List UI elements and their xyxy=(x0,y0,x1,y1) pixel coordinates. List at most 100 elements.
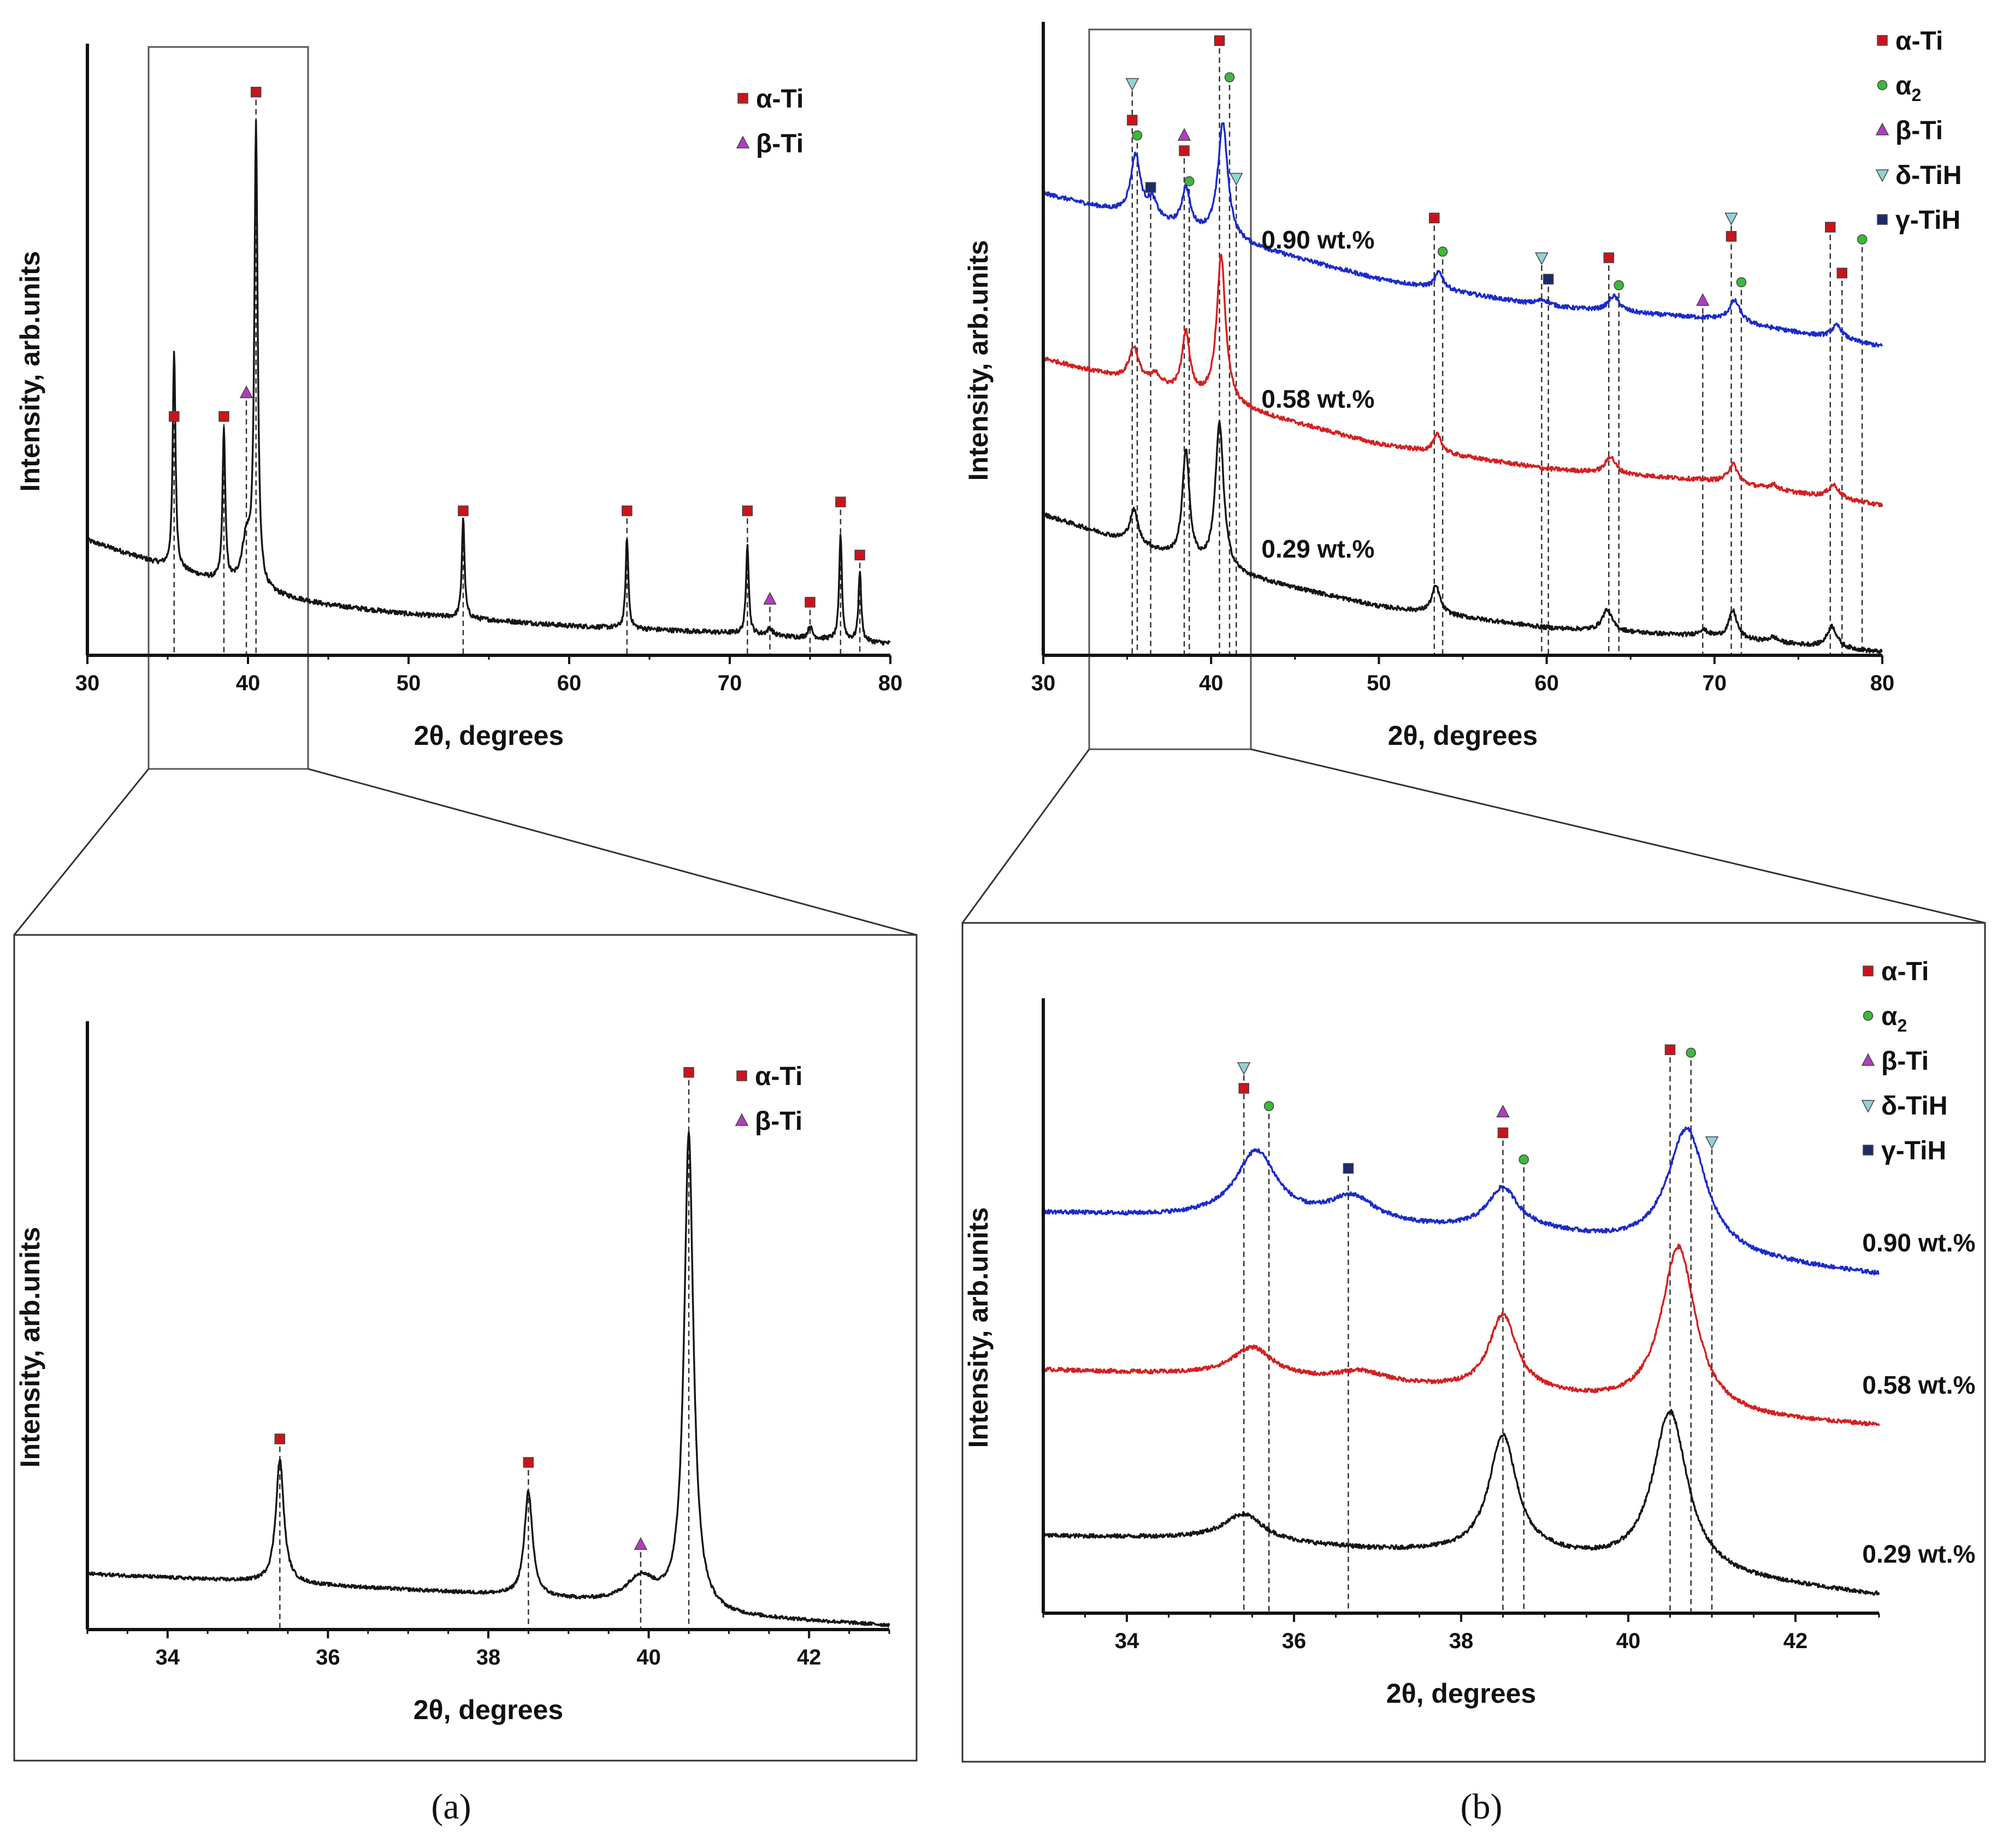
marker-beta-ti xyxy=(763,591,777,605)
series-line-1 xyxy=(1042,1126,1880,1276)
legend: α-Ti β-Ti xyxy=(736,85,803,158)
x-tick-label: 34 xyxy=(156,1645,180,1669)
x-tick-label: 40 xyxy=(1616,1629,1641,1653)
legend-label: β-Ti xyxy=(1895,116,1943,145)
legend-marker xyxy=(736,1070,747,1081)
marker-alpha-ti xyxy=(742,505,753,517)
legend: α-Ti α2 β-Ti δ-TiH γ-TiH xyxy=(1875,27,1962,235)
series-label: 0.90 wt.% xyxy=(1261,226,1374,254)
marker-beta-ti xyxy=(1177,128,1191,141)
legend-label: β-Ti xyxy=(756,129,803,158)
marker-delta-tih xyxy=(1535,252,1549,265)
legend-label: γ-TiH xyxy=(1895,206,1960,235)
marker-alpha2 xyxy=(1736,277,1747,288)
marker-alpha-ti xyxy=(835,496,846,507)
legend-marker xyxy=(1863,1145,1874,1156)
marker-alpha-ti xyxy=(250,86,262,98)
y-axis-title: Intensity, arb.units xyxy=(963,240,994,481)
x-tick-label: 80 xyxy=(878,671,903,695)
x-tick-label: 80 xyxy=(1870,671,1895,695)
marker-alpha-ti xyxy=(458,505,469,517)
x-tick-label: 40 xyxy=(1199,671,1224,695)
legend-label: δ-TiH xyxy=(1895,161,1962,190)
marker-alpha-ti xyxy=(1603,252,1615,263)
legend-marker xyxy=(1877,80,1888,91)
chart-a-main: 30 40 50 60 70 80 2θ, degrees Intensity, arb.un… xyxy=(15,44,902,751)
zoom-connector-b-left xyxy=(961,749,1090,923)
x-tick-label: 38 xyxy=(476,1645,501,1669)
marker-alpha-ti xyxy=(1214,35,1225,46)
marker-beta-ti xyxy=(634,1537,648,1550)
x-axis-title: 2θ, degrees xyxy=(1386,1678,1536,1709)
marker-alpha2 xyxy=(1184,176,1195,187)
marker-alpha-ti xyxy=(1497,1127,1509,1139)
legend-label: α2 xyxy=(1895,72,1921,105)
series-label: 0.58 wt.% xyxy=(1862,1371,1975,1399)
legend: α-Ti β-Ti xyxy=(735,1062,802,1136)
series-line-1 xyxy=(86,120,891,646)
marker-gamma-tih xyxy=(1343,1163,1354,1174)
legend-label: α2 xyxy=(1881,1002,1907,1035)
x-axis-title: 2θ, degrees xyxy=(1388,720,1538,751)
marker-alpha2 xyxy=(1686,1047,1696,1058)
x-tick-label: 40 xyxy=(236,671,261,695)
series-label: 0.58 wt.% xyxy=(1261,384,1374,413)
marker-alpha-ti xyxy=(1127,115,1138,126)
marker-alpha-ti xyxy=(683,1067,694,1078)
marker-alpha-ti xyxy=(622,505,633,517)
marker-alpha-ti xyxy=(805,597,816,608)
marker-alpha-ti xyxy=(1429,212,1440,223)
legend-label: δ-TiH xyxy=(1881,1092,1948,1121)
zoom-connector-a-left xyxy=(13,768,150,935)
marker-alpha-ti xyxy=(523,1457,534,1468)
marker-delta-tih xyxy=(1230,173,1243,186)
marker-alpha2 xyxy=(1437,246,1448,257)
legend-marker xyxy=(1863,1010,1874,1021)
x-tick-label: 60 xyxy=(557,671,582,695)
marker-gamma-tih xyxy=(1145,182,1156,193)
marker-alpha-ti xyxy=(1825,222,1836,233)
y-axis-title: Intensity, arb.units xyxy=(963,1207,994,1448)
marker-beta-ti xyxy=(1496,1104,1510,1118)
legend-marker xyxy=(1877,35,1888,46)
x-tick-label: 70 xyxy=(1703,671,1727,695)
legend-label: α-Ti xyxy=(756,85,803,114)
series-line-2 xyxy=(1043,253,1883,507)
marker-alpha-ti xyxy=(169,411,180,422)
marker-gamma-tih xyxy=(1543,274,1554,285)
zoom-frame-a xyxy=(13,934,918,1762)
series-line-2 xyxy=(1042,1243,1880,1427)
x-axis-title: 2θ, degrees xyxy=(414,720,564,751)
series-line-1 xyxy=(86,1131,890,1628)
chart-b-main: 30 40 50 60 70 80 2θ, degrees Intensity, arb.un… xyxy=(963,22,1962,751)
marker-alpha2 xyxy=(1224,72,1235,82)
marker-delta-tih xyxy=(1237,1062,1251,1075)
marker-beta-ti xyxy=(1696,293,1710,306)
series-line-3 xyxy=(1042,420,1883,655)
marker-alpha-ti xyxy=(1726,231,1737,242)
legend-marker xyxy=(1861,1100,1875,1113)
x-tick-label: 50 xyxy=(1367,671,1391,695)
legend-marker xyxy=(1877,214,1888,225)
x-tick-label: 30 xyxy=(75,671,100,695)
chart-b-zoom: 34 36 38 40 42 2θ, degrees Intensity, arb.unit… xyxy=(963,957,1975,1709)
chart-a-zoom: 34 36 38 40 42 2θ, degrees Intensity, arb.unit… xyxy=(15,1021,890,1725)
marker-alpha-ti xyxy=(1179,145,1190,156)
x-tick-label: 36 xyxy=(316,1645,340,1669)
zoom-region-a xyxy=(147,46,309,770)
marker-alpha-ti xyxy=(218,411,229,422)
x-tick-label: 42 xyxy=(1783,1629,1808,1653)
marker-alpha2 xyxy=(1263,1101,1274,1111)
marker-alpha-ti xyxy=(854,549,865,561)
legend-label: α-Ti xyxy=(1881,957,1929,986)
legend-label: β-Ti xyxy=(1881,1047,1929,1076)
marker-beta-ti xyxy=(239,385,253,399)
x-tick-label: 36 xyxy=(1282,1629,1307,1653)
series-label: 0.29 wt.% xyxy=(1261,535,1374,563)
legend-marker xyxy=(1863,966,1874,976)
zoom-connector-a-right xyxy=(308,768,917,936)
legend-marker xyxy=(1875,169,1889,182)
marker-alpha-ti xyxy=(1664,1044,1676,1056)
y-axis-title: Intensity, arb.units xyxy=(15,1227,45,1468)
